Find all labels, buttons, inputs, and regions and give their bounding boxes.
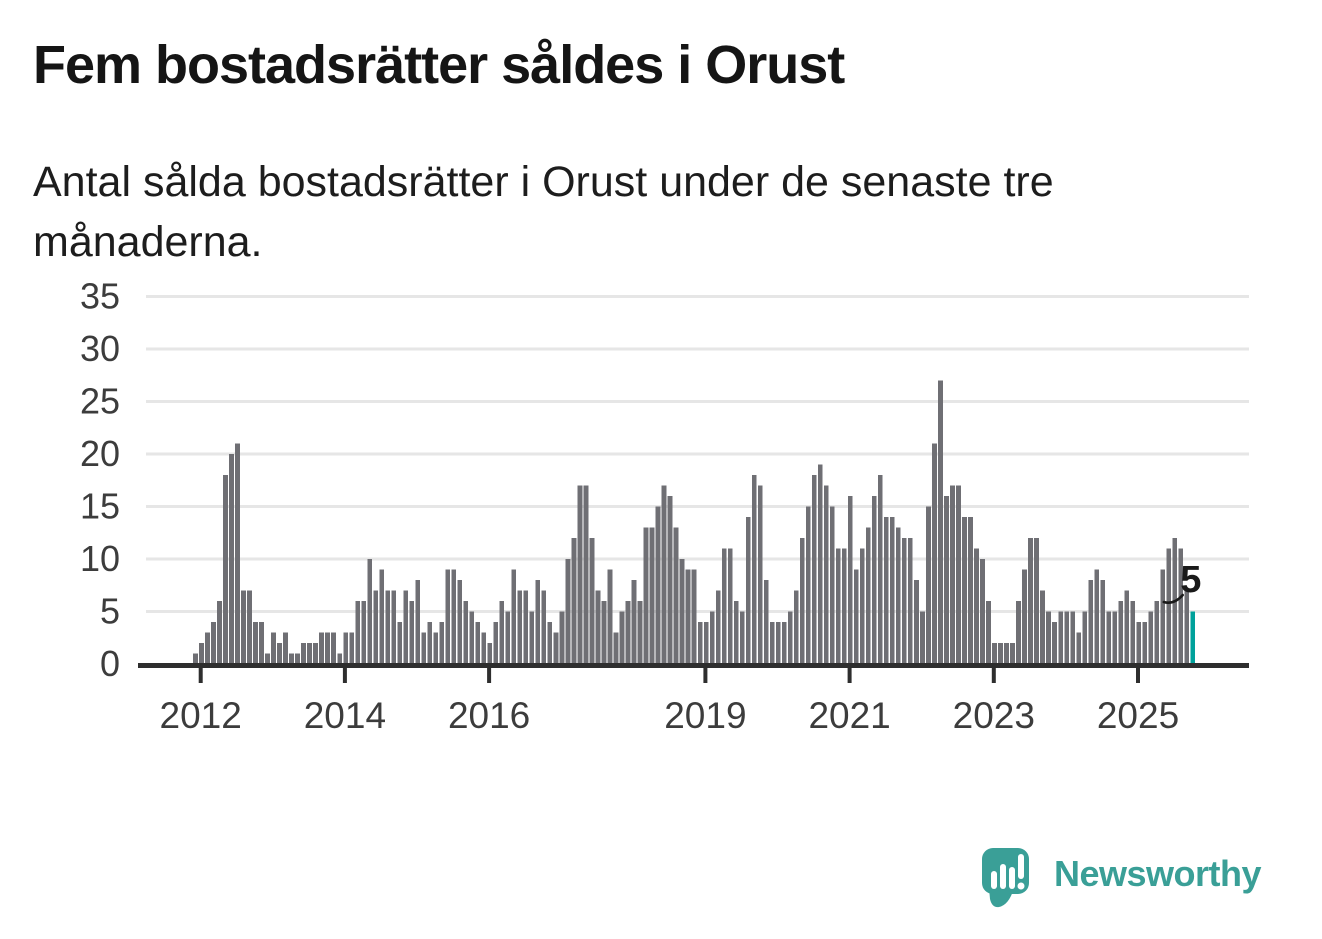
svg-text:2016: 2016 [448, 695, 530, 736]
svg-text:10: 10 [80, 538, 120, 579]
svg-text:5: 5 [1180, 559, 1201, 601]
svg-text:2023: 2023 [953, 695, 1035, 736]
svg-text:5: 5 [100, 591, 120, 632]
newsworthy-logo-text: Newsworthy [1054, 853, 1262, 894]
speech-bubble-bar-chart-icon [982, 848, 1029, 908]
svg-text:20: 20 [80, 433, 120, 474]
bars [193, 380, 1196, 664]
axes [138, 663, 1249, 683]
svg-text:30: 30 [80, 328, 120, 369]
svg-text:2012: 2012 [160, 695, 242, 736]
chart-subtitle: Antal sålda bostadsrätter i Orust under … [33, 158, 1054, 267]
svg-text:2014: 2014 [304, 695, 386, 736]
svg-text:2019: 2019 [664, 695, 746, 736]
svg-text:2021: 2021 [808, 695, 890, 736]
svg-text:2025: 2025 [1097, 695, 1179, 736]
svg-text:25: 25 [80, 381, 120, 422]
svg-text:35: 35 [80, 276, 120, 317]
page-title: Fem bostadsrätter såldes i Orust [33, 35, 845, 95]
newsworthy-logo: Newsworthy [982, 845, 1262, 915]
svg-text:15: 15 [80, 486, 120, 527]
gridlines [146, 295, 1249, 613]
svg-text:0: 0 [100, 643, 120, 684]
last-value-annotation: 5 [1162, 559, 1201, 604]
